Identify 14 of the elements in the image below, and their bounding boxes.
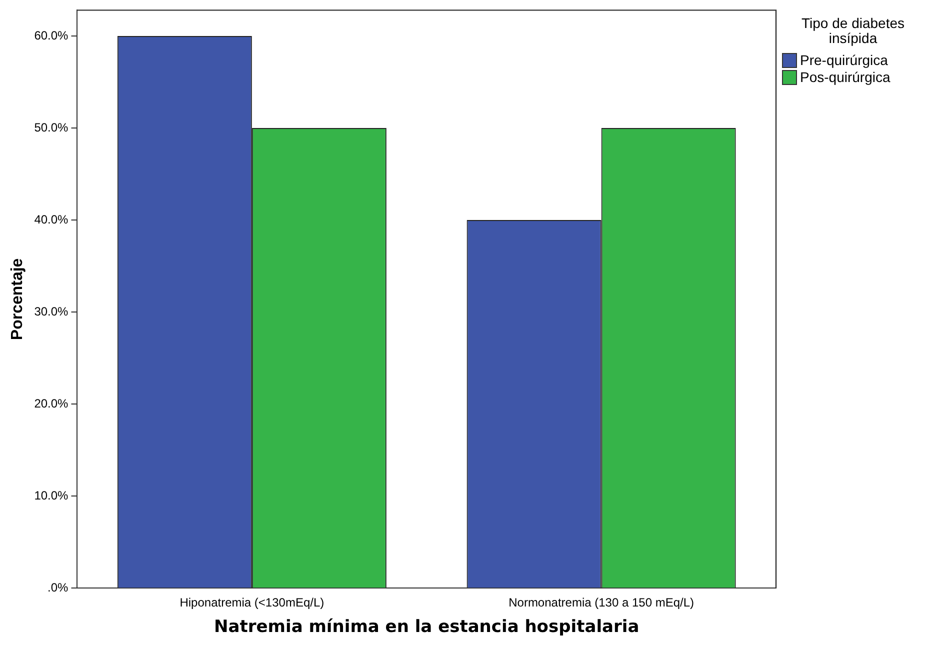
- y-axis-title: Porcentaje: [9, 258, 26, 340]
- legend-label: Pos-quirúrgica: [800, 69, 890, 86]
- y-tick-label: 10.0%: [34, 488, 69, 502]
- y-tick-label: .0%: [48, 580, 69, 595]
- y-tick-label: 40.0%: [34, 212, 69, 226]
- y-tick-label: 30.0%: [34, 304, 69, 318]
- x-axis-title: Natremia mínima en la estancia hospitalaria: [214, 617, 640, 638]
- x-tick-label: Normonatremia (130 a 150 mEq/L): [508, 596, 694, 610]
- legend-label: Pre-quirúrgica: [800, 52, 888, 69]
- x-tick-label: Hiponatremia (<130mEq/L): [180, 596, 324, 610]
- y-tick-label: 50.0%: [34, 120, 69, 134]
- y-tick-label: 20.0%: [34, 396, 69, 410]
- y-tick-label: 60.0%: [34, 28, 69, 42]
- legend-title: Tipo de diabetes insípida: [800, 15, 906, 46]
